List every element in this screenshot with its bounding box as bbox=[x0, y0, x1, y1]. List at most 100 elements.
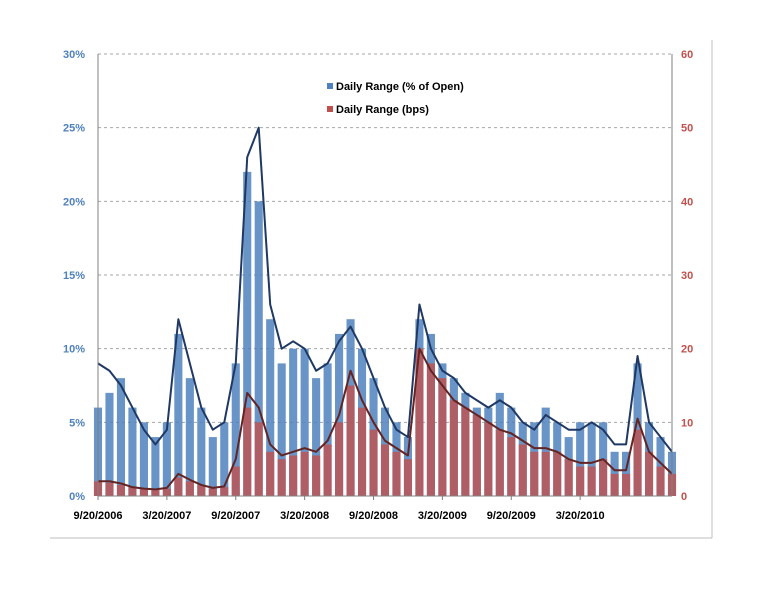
x-tick-label: 3/20/2008 bbox=[280, 510, 329, 522]
bps-bar bbox=[633, 429, 642, 496]
percent-bar bbox=[254, 201, 263, 496]
left-tick-label: 30% bbox=[63, 49, 85, 61]
bps-bar bbox=[461, 407, 470, 496]
left-tick-label: 25% bbox=[63, 123, 85, 135]
bps-bar bbox=[116, 484, 126, 496]
percent-bar bbox=[116, 378, 126, 496]
bps-bar bbox=[208, 488, 217, 496]
legend: Daily Range (% of Open) Daily Range (bps… bbox=[327, 81, 464, 116]
legend-label-percent: Daily Range (% of Open) bbox=[336, 81, 464, 93]
bps-bar bbox=[369, 429, 378, 496]
bps-bar bbox=[438, 378, 447, 496]
right-tick-label: 40 bbox=[681, 196, 693, 208]
percent-bar bbox=[312, 378, 321, 496]
bps-bar bbox=[576, 466, 585, 496]
axes bbox=[97, 54, 673, 497]
legend-label-bps: Daily Range (bps) bbox=[336, 104, 429, 116]
bps-bar bbox=[622, 473, 631, 496]
bps-bar bbox=[564, 459, 573, 496]
percent-bar bbox=[105, 392, 114, 496]
percent-bar bbox=[151, 437, 160, 496]
bps-bars bbox=[93, 348, 677, 496]
right-tick-label: 60 bbox=[681, 49, 693, 61]
percent-bar bbox=[174, 333, 183, 496]
percent-bar bbox=[300, 348, 309, 496]
percent-bar bbox=[266, 319, 275, 496]
bps-bar bbox=[312, 455, 321, 496]
bps-bar bbox=[231, 466, 240, 496]
right-tick-label: 50 bbox=[681, 123, 693, 135]
bps-bar bbox=[472, 414, 481, 496]
bps-bar bbox=[644, 451, 654, 496]
percent-bar bbox=[197, 407, 206, 496]
bps-bar bbox=[220, 487, 229, 496]
x-tick-label: 9/20/2007 bbox=[211, 510, 260, 522]
x-tick-label: 3/20/2009 bbox=[418, 510, 467, 522]
percent-bar bbox=[208, 437, 217, 496]
percent-bar bbox=[185, 378, 194, 496]
legend-swatch-percent bbox=[327, 83, 333, 89]
percent-bar bbox=[139, 422, 148, 496]
percent-bar bbox=[128, 407, 137, 496]
bps-bar bbox=[610, 473, 619, 496]
bps-bar bbox=[128, 487, 137, 496]
right-tick-label: 20 bbox=[681, 344, 693, 356]
bps-moving-average-line bbox=[98, 347, 673, 491]
bps-bar bbox=[415, 348, 424, 496]
bps-bar bbox=[174, 477, 183, 496]
legend-swatch-bps bbox=[327, 106, 333, 112]
left-tick-label: 20% bbox=[63, 196, 85, 208]
bps-bar bbox=[185, 481, 194, 496]
bps-bar bbox=[323, 444, 332, 496]
bps-bar bbox=[277, 459, 286, 496]
percent-bar bbox=[277, 363, 286, 496]
left-axis-ticks: 0% 5% 10% 15% 20% 25% 30% bbox=[63, 49, 85, 503]
x-tick-label: 9/20/2009 bbox=[487, 510, 536, 522]
bps-bar bbox=[426, 363, 435, 496]
bps-bar bbox=[243, 407, 252, 496]
bps-bar bbox=[484, 422, 493, 496]
bps-bar bbox=[105, 482, 114, 496]
bps-bar bbox=[357, 407, 367, 496]
bps-bar bbox=[254, 422, 263, 496]
bps-bar bbox=[541, 451, 550, 496]
percent-bar bbox=[243, 171, 252, 496]
right-tick-label: 0 bbox=[681, 491, 687, 503]
left-tick-label: 0% bbox=[69, 491, 85, 503]
percent-bar bbox=[576, 422, 585, 496]
x-tick-label: 3/20/2010 bbox=[556, 510, 605, 522]
x-tick-label: 9/20/2008 bbox=[349, 510, 398, 522]
percent-bar bbox=[587, 422, 596, 496]
bps-bar bbox=[162, 488, 171, 496]
x-tick-label: 9/20/2006 bbox=[74, 510, 123, 522]
bps-bar bbox=[266, 451, 275, 496]
bps-bar bbox=[197, 484, 206, 496]
bps-bar bbox=[449, 400, 458, 496]
bps-bar bbox=[553, 451, 562, 496]
bps-bar bbox=[403, 459, 413, 496]
bps-bar bbox=[335, 422, 344, 496]
percent-bar bbox=[162, 422, 171, 496]
bps-bar bbox=[587, 466, 596, 496]
bps-bar bbox=[392, 451, 401, 496]
bps-bar bbox=[300, 451, 309, 496]
percent-bar bbox=[323, 363, 332, 496]
bps-bar bbox=[656, 466, 665, 496]
bps-bar bbox=[518, 444, 527, 496]
bps-bar bbox=[507, 437, 516, 496]
bps-bar bbox=[495, 429, 504, 496]
bps-bar bbox=[289, 455, 298, 496]
bps-bar bbox=[599, 459, 608, 496]
percent-moving-average-line bbox=[97, 126, 673, 453]
bps-bar bbox=[346, 385, 355, 496]
moving-average-lines bbox=[97, 126, 673, 491]
bps-bar bbox=[380, 444, 390, 496]
left-tick-label: 15% bbox=[63, 270, 85, 282]
bps-bar bbox=[139, 488, 148, 496]
right-tick-label: 10 bbox=[681, 417, 693, 429]
x-axis-ticks: 9/20/2006 3/20/2007 9/20/2007 3/20/2008 9/20… bbox=[74, 496, 605, 522]
bps-bar bbox=[151, 489, 160, 496]
left-tick-label: 5% bbox=[69, 417, 85, 429]
percent-bar bbox=[220, 422, 229, 496]
